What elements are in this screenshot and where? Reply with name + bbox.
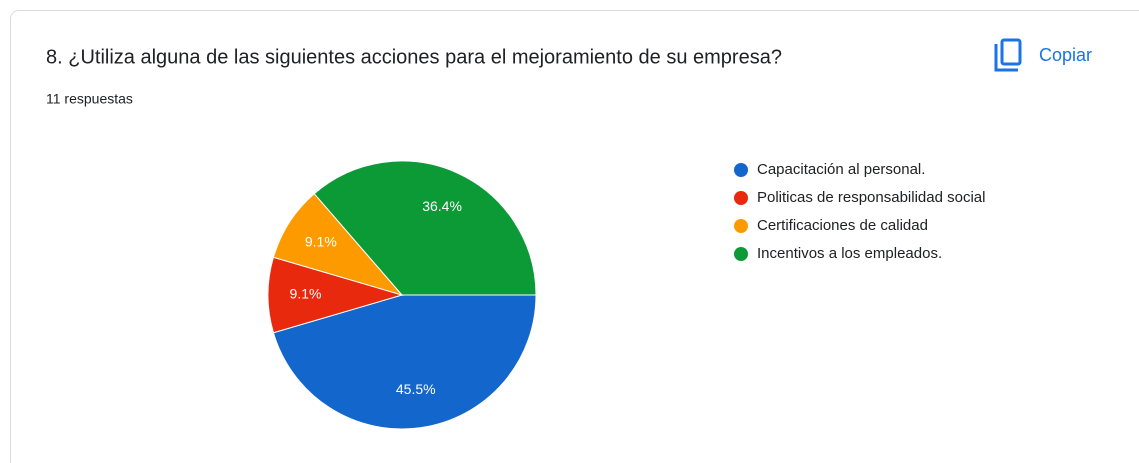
legend-label: Politicas de responsabilidad social [757, 189, 985, 206]
chart-title: 8. ¿Utiliza alguna de las siguientes acc… [46, 46, 782, 68]
legend-swatch [734, 219, 748, 233]
legend-label: Certificaciones de calidad [757, 217, 928, 234]
copy-icon [1000, 38, 1022, 66]
slice-label: 45.5% [396, 381, 436, 397]
legend-label: Incentivos a los empleados. [757, 245, 942, 262]
legend-swatch [734, 191, 748, 205]
copy-label: Copiar [1039, 45, 1092, 65]
legend-swatch [734, 247, 748, 261]
slice-label: 9.1% [290, 286, 322, 302]
chart-subtitle: 11 respuestas [46, 91, 133, 107]
copy-button[interactable]: Copiar [994, 38, 1092, 72]
slice-label: 9.1% [305, 234, 337, 250]
card [10, 10, 1139, 463]
legend-label: Capacitación al personal. [757, 161, 925, 178]
pie-slice [313, 160, 537, 296]
legend-swatch [734, 163, 748, 177]
slice-label: 36.4% [422, 198, 462, 214]
pie-slice [272, 294, 537, 430]
copy-icon [994, 44, 1018, 72]
